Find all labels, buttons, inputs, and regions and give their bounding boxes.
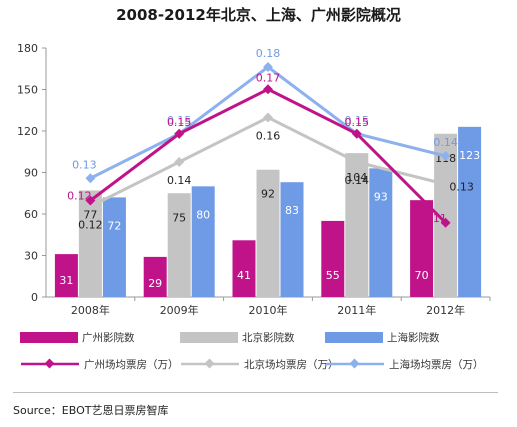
- line-point: [440, 151, 451, 161]
- bar-value-label: 55: [326, 269, 340, 282]
- source-separator: [13, 392, 498, 393]
- bar: [434, 133, 458, 297]
- bar: [280, 182, 304, 297]
- bar-value-label: 80: [196, 208, 210, 221]
- bar-value-label: 75: [172, 211, 186, 224]
- bar-value-label: 29: [148, 277, 162, 290]
- legend-swatch-shanghai-bar: [325, 332, 383, 343]
- line-point: [174, 128, 185, 139]
- line-point: [85, 195, 96, 206]
- bar: [256, 169, 280, 297]
- bar: [191, 186, 215, 297]
- bar-value-label: 104: [346, 171, 367, 184]
- y-tick-label: 150: [17, 84, 38, 97]
- bar: [345, 153, 369, 297]
- legend-swatch-beijing-line: [181, 358, 239, 369]
- legend-swatch-guangzhou-bar: [20, 332, 78, 343]
- y-tick-label: 0: [31, 291, 38, 304]
- line-label-beijing: 0.16: [256, 130, 281, 143]
- bar: [102, 197, 126, 297]
- legend-swatch-shanghai-line: [326, 358, 384, 369]
- line-label-beijing: 0.14: [345, 174, 370, 187]
- chart-title: 2008-2012年北京、上海、广州影院概况: [116, 6, 401, 24]
- bar: [321, 220, 345, 297]
- x-tick-label: 2011年: [337, 303, 376, 317]
- line-point: [174, 157, 185, 167]
- bar: [410, 200, 434, 297]
- bar-value-label: 41: [237, 269, 251, 282]
- bar: [54, 254, 78, 297]
- legend-label: 北京场均票房（万）: [244, 359, 339, 371]
- x-tick-label: 2009年: [160, 303, 199, 317]
- line-point: [85, 173, 96, 184]
- legend-swatch-guangzhou-line: [21, 358, 79, 369]
- line-label-beijing: 0.13: [449, 180, 474, 193]
- bar-value-label: 70: [415, 269, 429, 282]
- line-point: [263, 112, 273, 123]
- bar-value-label: 83: [285, 204, 299, 217]
- source-note: Source：EBOT艺恩日票房智库: [13, 404, 169, 417]
- y-tick-label: 120: [17, 125, 38, 138]
- bar-value-label: 31: [59, 274, 73, 287]
- line-point: [351, 128, 362, 139]
- line-label-guangzhou: 0.12: [67, 190, 92, 203]
- bar-value-label: 123: [459, 149, 480, 162]
- line-label-guangzhou: 0.15: [167, 116, 192, 129]
- bar-value-label: 92: [261, 188, 275, 201]
- bar: [232, 240, 256, 297]
- y-tick-label: 180: [17, 42, 38, 55]
- line-label-beijing: 0.12: [78, 219, 103, 232]
- legend-label: 广州场均票房（万）: [84, 359, 179, 371]
- bar-value-label: 93: [374, 190, 388, 203]
- legend-label: 广州影院数: [82, 332, 135, 344]
- chart-canvas: 0 30 60 90 120 150 180 2008年 2009年 2010年 2011年 2012…: [17, 42, 491, 317]
- line-label-shanghai: 0.13: [72, 158, 97, 171]
- bar-value-label: 72: [107, 219, 121, 232]
- y-tick-label: 90: [24, 167, 38, 180]
- y-tick-label: 30: [24, 250, 38, 263]
- bar: [458, 126, 482, 297]
- line-label-guangzhou: 0.15: [345, 116, 370, 129]
- line-label-beijing: 0.14: [167, 174, 192, 187]
- x-tick-label: 2010年: [249, 303, 288, 317]
- x-tick-label: 2012年: [426, 303, 465, 317]
- bar: [167, 193, 191, 297]
- legend-label: 上海影院数: [387, 332, 440, 344]
- line-label-guangzhou: 0.11: [422, 212, 447, 225]
- line-label-shanghai: 0.18: [256, 47, 281, 60]
- line-label-shanghai: 0.15: [345, 114, 370, 127]
- bar: [143, 256, 167, 297]
- line-point: [351, 157, 362, 167]
- bar: [369, 168, 393, 297]
- bar: [78, 190, 102, 297]
- y-tick-label: 60: [24, 208, 38, 221]
- line-label-guangzhou: 0.17: [256, 71, 281, 84]
- line-point: [85, 201, 96, 212]
- line-label-shanghai: 0.15: [167, 114, 192, 127]
- line-label-shanghai: 0.14: [433, 136, 458, 149]
- bar-value-label: 77: [83, 208, 97, 221]
- x-tick-label: 2008年: [71, 303, 110, 317]
- legend-label: 上海场均票房（万）: [389, 359, 484, 371]
- line-point: [440, 179, 451, 190]
- line-point: [440, 217, 451, 228]
- legend-swatch-beijing-bar: [180, 332, 238, 343]
- line-point: [263, 84, 273, 95]
- legend-label: 北京影院数: [242, 332, 295, 344]
